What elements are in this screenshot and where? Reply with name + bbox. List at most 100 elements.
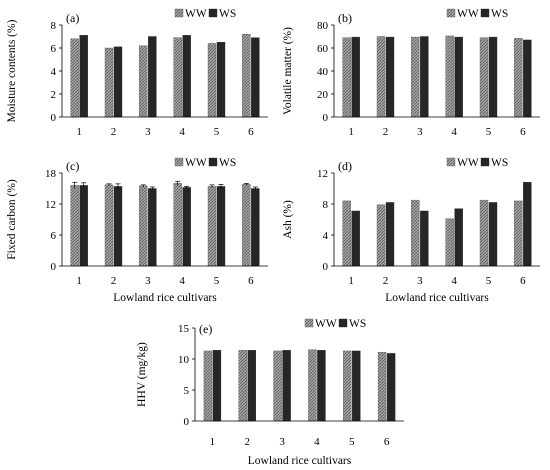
bar-ww-cultivar-6 <box>377 351 387 422</box>
y-tick-label: 20 <box>317 89 329 101</box>
bar-ww-cultivar-5 <box>207 43 217 118</box>
x-tick-label: 3 <box>145 275 151 287</box>
y-tick-label: 4 <box>323 230 329 242</box>
legend-label-ww: WW <box>185 157 207 169</box>
bar-ww-cultivar-2 <box>238 350 247 422</box>
x-tick-label: 4 <box>179 126 185 138</box>
panel-label: (a) <box>66 11 79 25</box>
x-axis-label: Lowland rice cultivars <box>248 455 352 467</box>
y-tick-label: 6 <box>51 230 57 242</box>
y-tick-label: 18 <box>45 168 57 180</box>
y-tick-label: 0 <box>323 261 329 273</box>
bar-ws-cultivar-1 <box>351 36 360 118</box>
bar-ww-cultivar-3 <box>273 350 282 422</box>
error-bar-ww-cultivar-3 <box>140 184 146 187</box>
bar-ww-cultivar-5 <box>479 37 489 118</box>
x-tick-label: 6 <box>520 126 526 138</box>
y-tick-label: 0 <box>51 261 57 273</box>
x-tick-label: 2 <box>111 275 117 287</box>
bar-ws-cultivar-5 <box>488 36 498 118</box>
bar-ws-cultivar-6 <box>251 188 260 267</box>
panel-label: (c) <box>66 159 79 173</box>
bar-ww-cultivar-3 <box>139 45 148 118</box>
bar-ws-cultivar-2 <box>247 350 256 422</box>
bar-ww-cultivar-5 <box>207 186 217 267</box>
panel-label: (e) <box>199 322 212 336</box>
bar-ww-cultivar-4 <box>308 349 317 422</box>
legend-swatch-ww <box>304 318 314 328</box>
x-tick-label: 5 <box>486 275 492 287</box>
y-axis-label: Moisture contents (%) <box>6 19 18 122</box>
error-bar-ww-cultivar-4 <box>175 180 181 186</box>
legend-label-ws: WS <box>219 8 236 20</box>
bar-ws-cultivar-1 <box>79 185 88 267</box>
legend-swatch-ww <box>174 8 184 18</box>
bar-ws-cultivar-3 <box>148 36 157 118</box>
x-tick-label: 6 <box>384 436 390 448</box>
error-bar-ws-cultivar-4 <box>184 186 190 189</box>
error-bar-ww-cultivar-1 <box>72 181 78 189</box>
bar-ww-cultivar-1 <box>70 185 79 267</box>
x-tick-label: 2 <box>383 126 389 138</box>
error-bar-ws-cultivar-1 <box>81 182 87 188</box>
bar-ww-cultivar-3 <box>411 36 420 118</box>
legend: WW WS <box>446 157 508 169</box>
x-tick-label: 5 <box>486 126 492 138</box>
bar-ws-cultivar-5 <box>216 42 226 118</box>
error-bar-ww-cultivar-6 <box>243 182 249 186</box>
bar-ww-cultivar-1 <box>342 37 351 118</box>
x-tick-label: 2 <box>383 275 389 287</box>
x-tick-label: 4 <box>179 275 185 287</box>
chart-panel-5: 1 2 3 4 5 6 0 5 10 15 (e) HHV (mg/kg) Lowland rice c… <box>136 318 404 467</box>
bar-ws-cultivar-6 <box>386 353 396 422</box>
legend-swatch-ws <box>208 8 218 18</box>
bar-ws-cultivar-1 <box>212 350 222 422</box>
error-bar-ws-cultivar-6 <box>252 186 258 191</box>
bar-ww-cultivar-6 <box>514 200 523 267</box>
x-tick-label: 2 <box>111 126 117 138</box>
bar-ws-cultivar-2 <box>113 186 123 267</box>
bar-ws-cultivar-6 <box>523 39 532 118</box>
bar-ws-cultivar-2 <box>385 202 395 267</box>
x-tick-label: 1 <box>76 275 82 287</box>
x-axis-label: Lowland rice cultivars <box>113 292 217 304</box>
legend-swatch-ww <box>174 157 184 167</box>
legend-label-ws: WS <box>219 157 236 169</box>
bar-ww-cultivar-2 <box>104 47 114 118</box>
bar-ww-cultivar-1 <box>342 200 351 267</box>
x-tick-label: 5 <box>349 436 355 448</box>
y-tick-label: 8 <box>323 199 329 211</box>
bar-ws-cultivar-3 <box>148 188 157 267</box>
x-tick-label: 5 <box>214 126 220 138</box>
y-tick-label: 10 <box>178 354 190 366</box>
bar-ws-cultivar-4 <box>182 35 191 118</box>
bar-ws-cultivar-4 <box>182 187 191 267</box>
bar-ws-cultivar-3 <box>420 36 429 118</box>
y-tick-label: 5 <box>184 385 190 397</box>
y-tick-label: 0 <box>51 112 57 124</box>
y-tick-label: 80 <box>317 20 329 32</box>
bar-ws-cultivar-4 <box>454 36 463 118</box>
bar-ws-cultivar-6 <box>523 182 532 267</box>
bar-ww-cultivar-4 <box>173 37 182 118</box>
y-tick-label: 40 <box>317 66 329 78</box>
y-axis-label: HHV (mg/kg) <box>136 342 148 407</box>
bar-ww-cultivar-3 <box>411 199 420 267</box>
bar-ws-cultivar-4 <box>454 208 463 267</box>
y-axis-label: Volatile matter (%) <box>282 27 294 115</box>
bar-ww-cultivar-1 <box>70 38 79 118</box>
legend: WW WS <box>174 157 236 169</box>
bar-ww-cultivar-6 <box>242 34 251 118</box>
legend-label-ww: WW <box>457 8 479 20</box>
legend-swatch-ws <box>480 157 490 167</box>
bar-ws-cultivar-3 <box>420 210 429 267</box>
legend: WW WS <box>174 8 236 20</box>
y-axis-label: Fixed carbon (%) <box>6 179 18 260</box>
bar-ww-cultivar-6 <box>514 38 523 118</box>
y-tick-label: 15 <box>178 323 190 335</box>
y-tick-label: 2 <box>51 89 57 101</box>
y-tick-label: 12 <box>317 168 328 180</box>
bar-ww-cultivar-4 <box>173 183 182 267</box>
x-tick-label: 3 <box>279 436 285 448</box>
